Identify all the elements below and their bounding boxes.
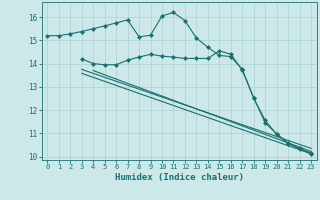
X-axis label: Humidex (Indice chaleur): Humidex (Indice chaleur) bbox=[115, 173, 244, 182]
